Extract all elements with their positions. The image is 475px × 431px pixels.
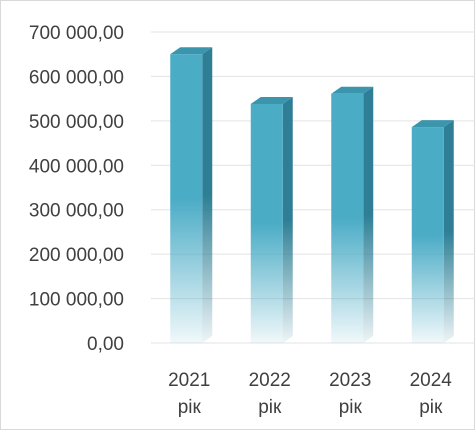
bar-front-face: [411, 127, 444, 343]
bar-front-face: [250, 103, 283, 343]
bar-front-face: [331, 93, 364, 344]
bar-side-face: [282, 96, 293, 343]
bar-front-face: [170, 54, 203, 343]
x-category-label: 2023 рік: [329, 370, 371, 418]
x-category-label: 2022 рік: [249, 370, 291, 418]
y-tick-label: 200 000,00: [29, 245, 124, 266]
y-tick-label: 300 000,00: [29, 201, 124, 222]
bar-top-face: [170, 47, 213, 55]
bar-side-face: [363, 86, 374, 344]
bar-top-face: [250, 96, 293, 104]
x-category-label: 2024 рік: [410, 370, 453, 418]
bar-2021: [170, 47, 213, 343]
x-category-label: 2021 рік: [168, 370, 210, 418]
bar-side-face: [202, 47, 213, 343]
y-tick-label: 500 000,00: [29, 112, 124, 133]
bar-2022: [250, 96, 293, 343]
bar-side-face: [443, 120, 454, 343]
y-tick-label: 0,00: [87, 334, 124, 355]
y-axis-tick-labels: 0,00 100 000,00 200 000,00 300 000,00 400 00…: [29, 23, 124, 355]
y-tick-label: 400 000,00: [29, 156, 124, 177]
bars: [170, 47, 454, 344]
x-axis-category-labels: 2021 рік 2022 рік 2023 рік 2024 рік: [168, 370, 452, 418]
bar-top-face: [411, 120, 454, 128]
y-tick-label: 100 000,00: [29, 290, 124, 311]
y-tick-label: 600 000,00: [29, 67, 124, 88]
bar-top-face: [331, 86, 374, 94]
bar-2024: [411, 120, 454, 343]
bar-2023: [331, 86, 374, 344]
y-tick-label: 700 000,00: [29, 23, 124, 44]
